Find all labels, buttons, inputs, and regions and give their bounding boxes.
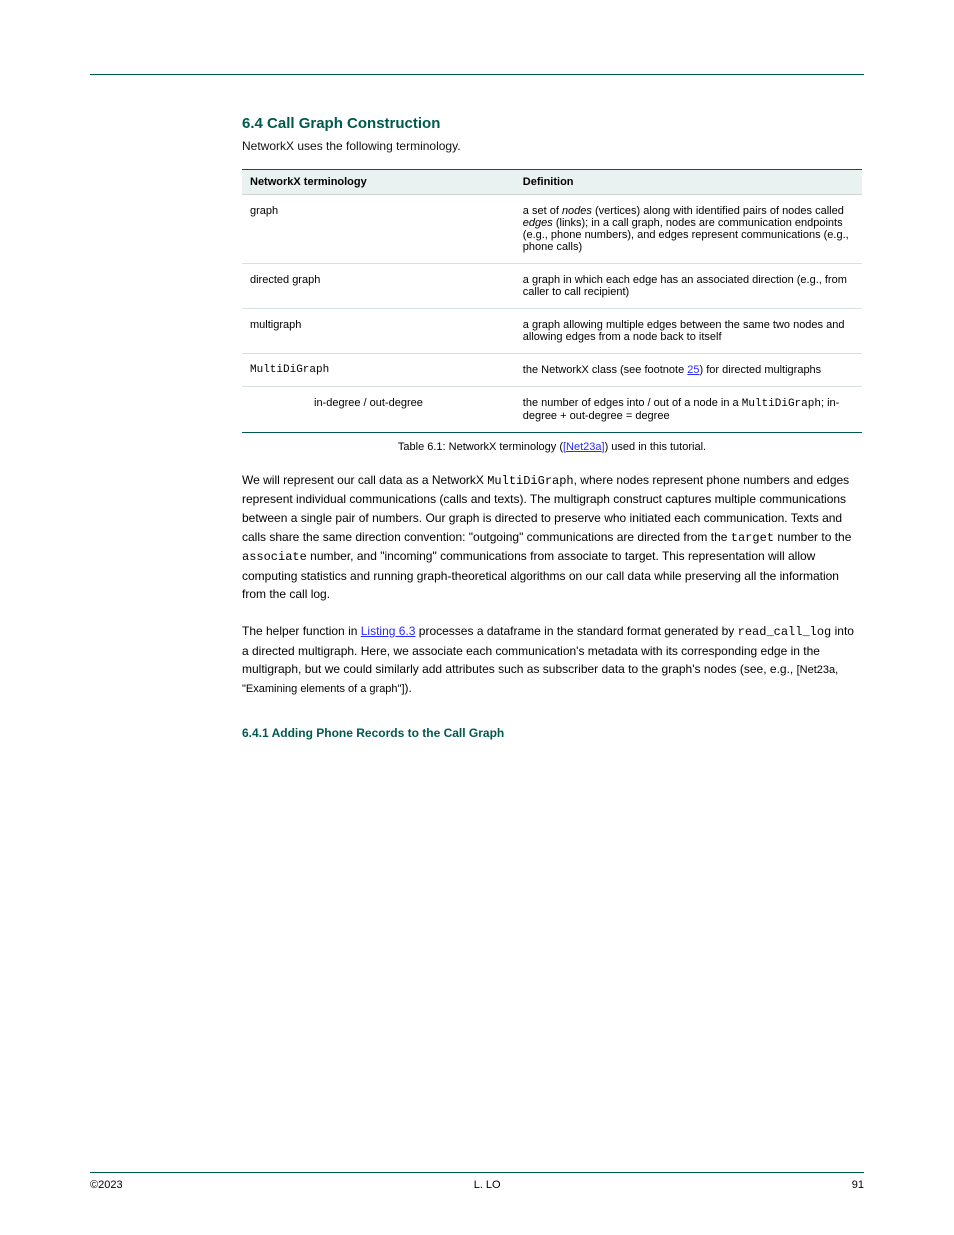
text: ). [405, 681, 412, 695]
italic: nodes [562, 205, 592, 217]
footer-right: 91 [852, 1179, 864, 1191]
cell-def: the NetworkX class (see footnote 25) for… [515, 353, 862, 386]
footnote-link[interactable]: 25 [687, 364, 699, 376]
section-heading: 6.4 Call Graph Construction [242, 115, 864, 132]
text: number, and "incoming" communications fr… [242, 549, 839, 601]
text: (vertices) along with identified pairs o… [592, 205, 844, 217]
table-container: NetworkX terminology Definition graph a … [242, 169, 862, 453]
table-bottom-rule [242, 432, 862, 433]
cell-def: a graph in which each edge has an associ… [515, 263, 862, 308]
cell-term: multigraph [242, 308, 515, 353]
code: associate [242, 550, 307, 564]
italic: edges [523, 217, 553, 229]
code: read_call_log [738, 625, 832, 639]
page-footer: ©2023 L. LO 91 [90, 1172, 864, 1191]
footer-center: L. LO [474, 1179, 501, 1191]
caption-text: ) used in this tutorial. [605, 441, 707, 453]
text: (links); in a call graph, nodes are comm… [523, 217, 849, 253]
text: processes a dataframe in the standard fo… [415, 624, 737, 638]
paragraph-2: The helper function in Listing 6.3 proce… [242, 622, 862, 698]
cell-term: graph [242, 194, 515, 263]
caption-text: Table 6.1: NetworkX terminology ( [398, 441, 563, 453]
cell-subterm: in-degree / out-degree [242, 386, 515, 432]
table-row: MultiDiGraph the NetworkX class (see foo… [242, 353, 862, 386]
table-caption: Table 6.1: NetworkX terminology ([Net23a… [242, 441, 862, 453]
terminology-table: NetworkX terminology Definition graph a … [242, 169, 862, 432]
top-rule [90, 74, 864, 75]
text: the NetworkX class (see footnote [523, 364, 687, 376]
table-header-row: NetworkX terminology Definition [242, 169, 862, 194]
paragraph-1: We will represent our call data as a Net… [242, 471, 862, 604]
cell-term-code: MultiDiGraph [242, 353, 515, 386]
listing-link[interactable]: Listing 6.3 [361, 624, 416, 638]
paragraphs: We will represent our call data as a Net… [242, 471, 862, 698]
table-row: multigraph a graph allowing multiple edg… [242, 308, 862, 353]
text: a set of [523, 205, 562, 217]
code: MultiDiGraph [742, 398, 821, 410]
cell-def: the number of edges into / out of a node… [515, 386, 862, 432]
table-header-b: Definition [515, 169, 862, 194]
text: ) for directed multigraphs [700, 364, 822, 376]
text: number to the [774, 530, 851, 544]
table-subrow: in-degree / out-degree the number of edg… [242, 386, 862, 432]
text: the number of edges into / out of a node… [523, 397, 742, 409]
cell-def: a set of nodes (vertices) along with ide… [515, 194, 862, 263]
cell-def: a graph allowing multiple edges between … [515, 308, 862, 353]
text: We will represent our call data as a Net… [242, 473, 487, 487]
footer-left: ©2023 [90, 1179, 123, 1191]
table-row: graph a set of nodes (vertices) along wi… [242, 194, 862, 263]
table-header-a: NetworkX terminology [242, 169, 515, 194]
code: MultiDiGraph [487, 474, 573, 488]
section-intro: NetworkX uses the following terminology. [242, 138, 864, 155]
cell-term: directed graph [242, 263, 515, 308]
table-row: directed graph a graph in which each edg… [242, 263, 862, 308]
citation-link[interactable]: [Net23a] [563, 441, 605, 453]
code: target [731, 531, 774, 545]
subsection-heading: 6.4.1 Adding Phone Records to the Call G… [242, 726, 864, 740]
text: The helper function in [242, 624, 361, 638]
